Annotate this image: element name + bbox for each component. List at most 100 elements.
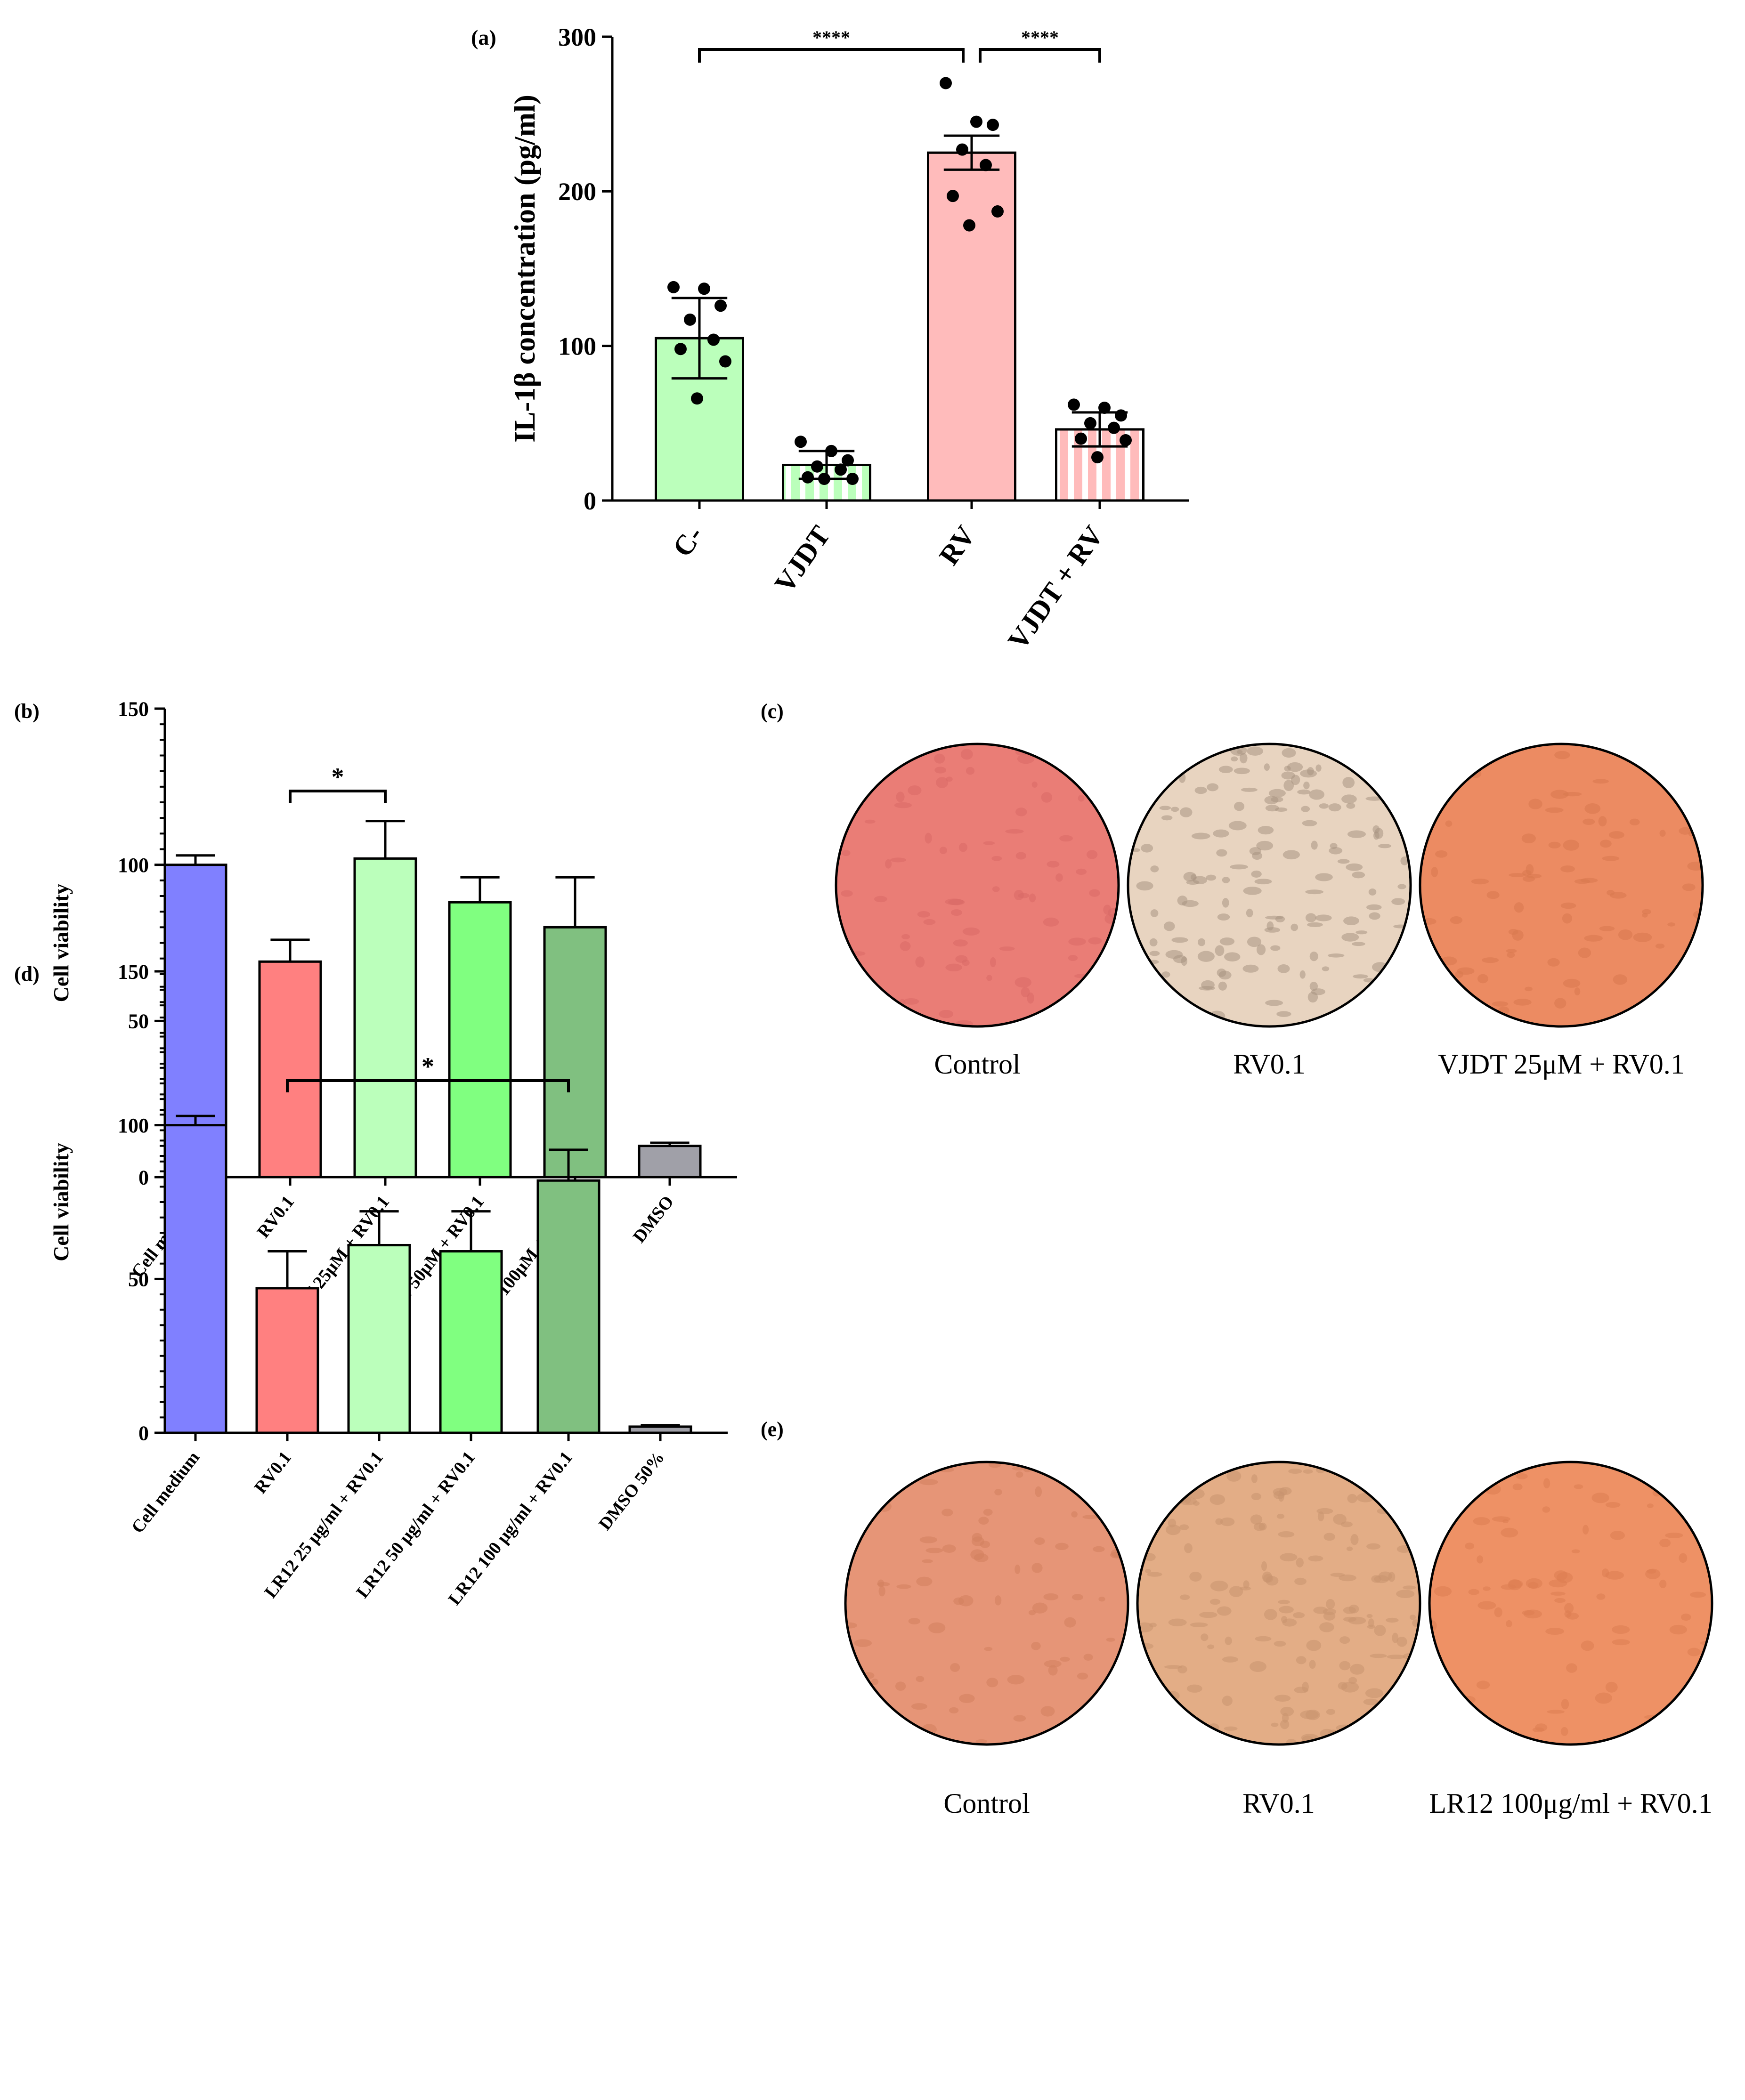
cell-texture (1355, 930, 1368, 935)
cell-texture (1258, 826, 1274, 835)
cell-texture (1322, 966, 1330, 971)
cell-texture (1278, 1599, 1290, 1604)
cell-texture (1271, 1722, 1279, 1727)
micrograph-border (1127, 743, 1412, 1028)
cell-texture (1147, 1572, 1162, 1577)
cell-texture (1282, 748, 1296, 758)
panel-label: (e) (761, 1418, 784, 1441)
cell-texture (1450, 916, 1463, 924)
cell-texture (1028, 1610, 1036, 1615)
cell-texture (1197, 951, 1215, 962)
data-point (1108, 421, 1120, 434)
micrograph-fill (1429, 1462, 1712, 1745)
cell-texture (925, 832, 932, 844)
cell-texture (984, 1647, 993, 1651)
cell-texture (1388, 1572, 1396, 1582)
data-point (1115, 409, 1127, 422)
cell-texture (1305, 889, 1324, 895)
cell-texture (1150, 865, 1159, 872)
cell-texture (1659, 1538, 1671, 1548)
bar-5 (536, 1179, 601, 1434)
cell-texture (1182, 900, 1199, 907)
cell-texture (1366, 1614, 1373, 1618)
bar-4 (439, 1250, 503, 1434)
cell-texture (1243, 1580, 1250, 1589)
cell-texture (1302, 820, 1317, 826)
cell-texture (1612, 1639, 1630, 1646)
cell-texture (1163, 921, 1175, 931)
cell-texture (1346, 803, 1355, 809)
data-point (947, 190, 959, 202)
cell-texture (1348, 1616, 1366, 1624)
cell-texture (1365, 1688, 1383, 1698)
cell-texture (1506, 949, 1517, 953)
cell-texture (1605, 1571, 1624, 1580)
cell-texture (1093, 1546, 1105, 1552)
cell-texture (1254, 879, 1272, 885)
cell-texture (1386, 1617, 1399, 1623)
cell-texture (1071, 1594, 1083, 1600)
cell-texture (1251, 870, 1262, 878)
cell-texture (896, 792, 905, 802)
cell-texture (1270, 945, 1281, 951)
cell-texture (1191, 874, 1197, 880)
cell-texture (1207, 1644, 1215, 1649)
cell-texture (1145, 1568, 1151, 1574)
cell-texture (1309, 951, 1318, 961)
cell-texture (877, 1582, 890, 1587)
cell-texture (1219, 937, 1235, 945)
cell-texture (1554, 998, 1566, 1009)
cell-texture (841, 890, 853, 897)
data-point (1091, 451, 1104, 464)
cell-texture (978, 1517, 989, 1525)
cell-texture (1602, 1568, 1609, 1577)
cell-texture (1584, 803, 1601, 814)
significance-label: **** (812, 27, 850, 48)
cell-texture (895, 1681, 906, 1691)
cell-texture (1339, 1575, 1356, 1582)
cell-texture (1348, 1677, 1357, 1684)
x-tick-label: C- (666, 520, 709, 563)
cell-texture (1281, 771, 1295, 780)
cell-texture (1068, 937, 1086, 946)
cell-texture (1213, 829, 1229, 838)
cell-texture (1218, 981, 1227, 991)
cell-texture (1230, 864, 1248, 870)
micrograph-border (1136, 1461, 1421, 1746)
cell-texture (1305, 913, 1316, 922)
cell-texture (923, 919, 936, 925)
cell-texture (1366, 1543, 1381, 1550)
cell-texture (1486, 891, 1500, 899)
cell-texture (1445, 820, 1453, 827)
cell-texture (1041, 792, 1053, 803)
cell-texture (1264, 796, 1279, 805)
cell-texture (1347, 830, 1366, 838)
cell-texture (994, 1488, 1002, 1495)
micrograph-3 (1429, 1462, 1712, 1745)
cell-texture (1007, 1675, 1025, 1685)
data-point (1075, 432, 1087, 445)
cell-texture (1598, 816, 1607, 827)
cell-texture (1522, 870, 1532, 876)
cell-texture (1374, 828, 1384, 839)
cell-texture (1222, 898, 1229, 908)
x-tick-label: VJDT + RV (1002, 520, 1110, 655)
cell-texture (1618, 929, 1633, 940)
y-tick-label: 100 (558, 332, 596, 361)
cell-texture (915, 956, 925, 968)
cell-texture (1502, 1519, 1509, 1523)
cell-texture (1545, 1628, 1564, 1635)
cell-texture (955, 955, 968, 963)
cell-texture (1690, 1591, 1706, 1598)
cell-texture (1159, 806, 1171, 810)
cell-texture (1509, 1579, 1523, 1589)
cell-texture (1222, 1696, 1233, 1706)
cell-texture (1215, 945, 1225, 956)
cell-texture (1455, 971, 1463, 978)
cell-texture (1554, 1598, 1566, 1603)
photo-panel-e: (e) Control RV0.1 LR12 100μg/ml + RV0.1 (761, 1418, 1713, 1819)
y-axis-title: IL-1β concentration (pg/ml) (509, 95, 541, 443)
data-point (970, 115, 982, 128)
cell-texture (1633, 932, 1652, 942)
cell-texture (991, 856, 1002, 861)
